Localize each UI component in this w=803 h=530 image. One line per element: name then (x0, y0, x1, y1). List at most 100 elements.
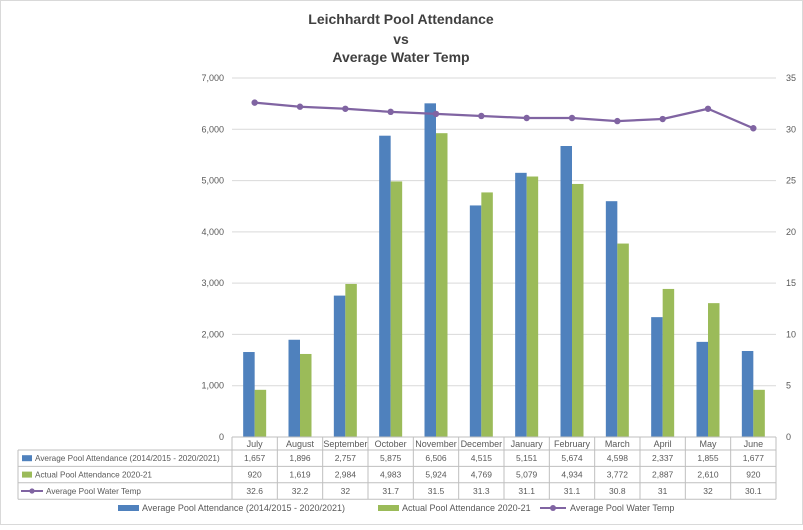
bar-series-1-october (390, 181, 403, 437)
temperature-point-april (659, 115, 666, 123)
bar-series-1-march (617, 243, 629, 437)
table-cell-value: 32.2 (292, 486, 309, 496)
temperature-point-may (704, 105, 712, 112)
legend: Average Pool Attendance (2014/2015 - 202… (118, 503, 674, 513)
temperature-point-october (387, 108, 394, 116)
table-cell-value: 4,515 (471, 453, 493, 463)
left-axis-tick-label: 5,000 (201, 176, 224, 186)
data-table: July August September October November Decemb… (17, 436, 777, 500)
legend-key-marker (550, 505, 556, 511)
x-axis-category-label: October (375, 439, 407, 449)
temperature-point-june (750, 125, 757, 132)
table-cell-value: 31.1 (564, 486, 581, 496)
table-cell-value: 32.6 (246, 486, 263, 496)
table-cell-value: 4,598 (607, 453, 629, 463)
bar-series-0-september (333, 295, 346, 437)
table-series-name: Average Pool Attendance (2014/2015 - 202… (35, 454, 220, 463)
right-axis-tick-label: 15 (786, 278, 796, 288)
legend-label: Average Pool Water Temp (570, 503, 674, 513)
left-axis-tick-label: 4,000 (201, 227, 224, 237)
right-axis-tick-label: 30 (786, 124, 796, 134)
chart-title: Leichhardt Pool Attendance vs Average Wate… (308, 11, 494, 65)
temperature-point-september (342, 105, 349, 112)
x-axis-category-label: June (744, 439, 764, 449)
table-cell-value: 920 (746, 470, 760, 480)
table-cell-value: 1,855 (697, 453, 719, 463)
bar-series-0-january (515, 172, 527, 438)
table-cell-value: 2,610 (697, 470, 719, 480)
bar-series-1-december (481, 192, 493, 437)
temperature-point-february (568, 114, 576, 122)
bar-series-1-september (345, 283, 357, 437)
temperature-point-july (251, 99, 258, 106)
legend-label: Average Pool Attendance (2014/2015 - 202… (142, 503, 345, 513)
bar-series-0-july (243, 352, 255, 437)
right-axis-tick-label: 5 (786, 381, 791, 391)
chart-title-line: Leichhardt Pool Attendance (308, 11, 494, 27)
left-axis-tick-label: 6,000 (201, 124, 224, 134)
table-cell-value: 4,934 (561, 470, 583, 480)
table-legend-key-marker (29, 488, 35, 494)
table-cell-value: 31.5 (428, 486, 445, 496)
table-cell-value: 5,924 (425, 470, 447, 480)
bar-series-0-may (696, 341, 708, 437)
table-series-name: Actual Pool Attendance 2020-21 (35, 471, 152, 480)
legend-key (118, 505, 139, 511)
table-cell-value: 31.1 (518, 486, 535, 496)
table-series-name: Average Pool Water Temp (46, 487, 141, 496)
temperature-point-march (614, 117, 621, 125)
table-cell-value: 3,772 (607, 470, 629, 480)
x-axis-category-label: November (415, 439, 457, 449)
temperature-point-december (478, 112, 485, 120)
table-cell-value: 4,769 (471, 470, 493, 480)
table-cell-value: 1,619 (289, 470, 311, 480)
table-cell-value: 5,674 (561, 453, 583, 463)
table-cell-value: 2,984 (335, 470, 357, 480)
bar-series-1-august (300, 353, 312, 437)
left-axis-tick-label: 1,000 (201, 381, 224, 391)
x-axis-category-label: December (461, 439, 503, 449)
table-cell-value: 30.8 (609, 486, 626, 496)
bars (243, 103, 765, 438)
bar-series-1-may (708, 303, 720, 437)
table-cell-value: 31 (658, 486, 668, 496)
table-cell-value: 5,079 (516, 470, 538, 480)
temperature-line-path (254, 101, 754, 130)
bar-series-0-march (605, 201, 618, 437)
chart-title-line: Average Water Temp (332, 49, 469, 65)
right-axis-tick-label: 35 (786, 73, 796, 83)
table-cell-value: 920 (248, 470, 262, 480)
legend-label: Actual Pool Attendance 2020-21 (402, 503, 531, 513)
bar-series-0-october (379, 135, 391, 438)
bar-series-1-february (572, 183, 584, 437)
x-axis-category-label: August (286, 439, 315, 449)
table-cell-value: 5,875 (380, 453, 402, 463)
table-cell-value: 1,657 (244, 453, 266, 463)
table-cell-value: 30.1 (745, 486, 762, 496)
table-cell-value: 1,896 (289, 453, 311, 463)
right-axis-tick-label: 20 (786, 227, 796, 237)
bar-series-1-january (526, 176, 539, 438)
bar-series-1-july (254, 389, 267, 437)
right-axis-tick-label: 0 (786, 432, 791, 442)
table-cell-value: 2,887 (652, 470, 674, 480)
bar-series-1-june (753, 389, 765, 437)
left-axis-tick-label: 7,000 (201, 73, 224, 83)
legend-key (378, 505, 399, 511)
bar-series-1-april (662, 288, 675, 437)
left-axis-tick-label: 3,000 (201, 278, 224, 288)
chart-title-line: vs (393, 31, 409, 47)
table-cell-value: 4,983 (380, 470, 402, 480)
bar-series-0-february (560, 146, 572, 437)
table-cell-value: 5,151 (516, 453, 538, 463)
x-axis-category-label: January (511, 439, 544, 449)
table-legend-key (22, 455, 32, 462)
right-axis-tick-label: 10 (786, 329, 796, 339)
x-axis-category-label: March (605, 439, 630, 449)
table-cell-value: 31.3 (473, 486, 490, 496)
bar-series-1-november (436, 133, 448, 438)
right-axis-tick-label: 25 (786, 176, 796, 186)
table-cell-value: 32 (341, 486, 351, 496)
